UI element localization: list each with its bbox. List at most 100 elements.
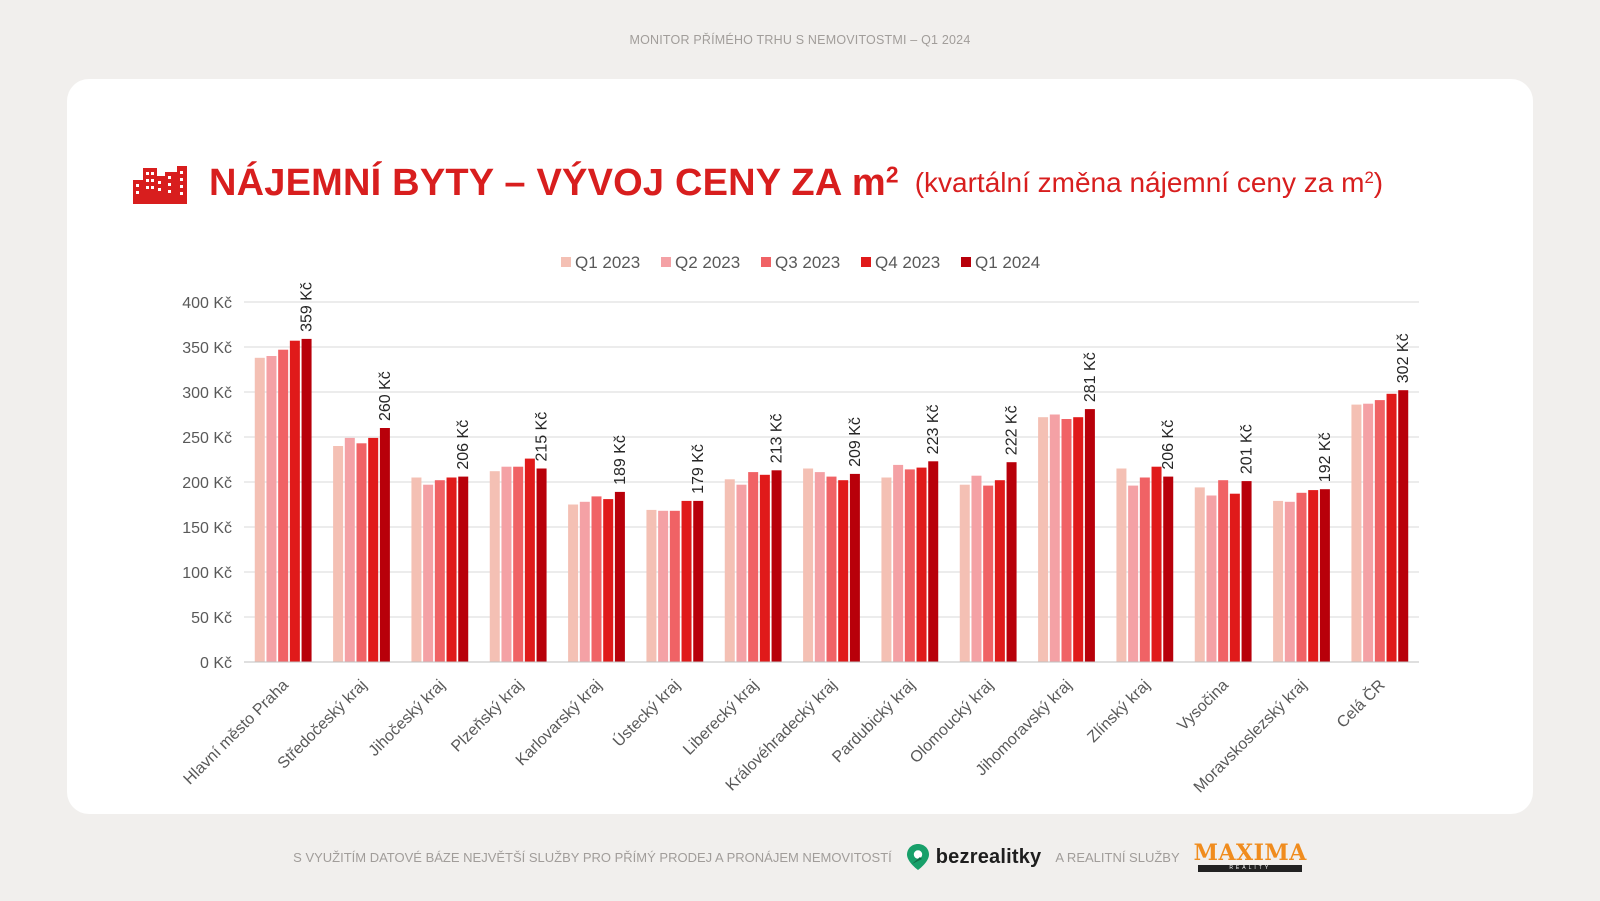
x-tick-label: Liberecký kraj (680, 677, 762, 759)
bar (759, 474, 770, 662)
bar (1049, 414, 1060, 662)
legend-label: Q4 2023 (875, 253, 940, 272)
bar (724, 479, 735, 662)
bezrealitky-name: bezrealitky (935, 845, 1042, 868)
title-row: NÁJEMNÍ BYTY – VÝVOJ CENY ZA m2 (kvartál… (133, 158, 1383, 208)
x-tick-label: Pardubický kraj (829, 677, 918, 766)
data-label: 206 Kč (1160, 420, 1177, 470)
bar (1398, 390, 1409, 662)
bar (446, 477, 457, 662)
bar (513, 466, 524, 662)
data-label: 192 Kč (1317, 432, 1334, 482)
bar (904, 469, 915, 662)
bar (1206, 495, 1217, 662)
bar (411, 477, 422, 662)
bar (1084, 409, 1095, 662)
bar (1363, 403, 1374, 662)
data-label: 179 Kč (690, 444, 707, 494)
x-tick-label: Plzeňský kraj (448, 677, 527, 756)
bar (814, 472, 825, 662)
chart-subtitle: (kvartální změna nájemní ceny za m2) (914, 167, 1384, 198)
data-label: 223 Kč (925, 404, 942, 454)
bar (803, 468, 814, 662)
bar (333, 446, 344, 662)
bar (1163, 476, 1174, 662)
y-tick-label: 300 Kč (182, 385, 232, 402)
chart-title: NÁJEMNÍ BYTY – VÝVOJ CENY ZA m2 (209, 160, 899, 204)
bar (1229, 493, 1240, 662)
bar (591, 496, 602, 662)
bar (278, 349, 289, 662)
bar (994, 480, 1005, 662)
bar (458, 476, 469, 662)
bar (1194, 487, 1205, 662)
bar (826, 476, 837, 662)
bar (1128, 485, 1139, 662)
legend-label: Q1 2023 (575, 253, 640, 272)
y-tick-label: 200 Kč (182, 475, 232, 492)
bar (1218, 480, 1229, 662)
bar (1139, 477, 1150, 662)
bar (1386, 393, 1397, 662)
bar (928, 461, 939, 662)
data-label: 222 Kč (1004, 405, 1021, 455)
x-tick-label: Zlínský kraj (1084, 677, 1153, 746)
y-tick-label: 350 Kč (182, 340, 232, 357)
y-tick-label: 150 Kč (182, 520, 232, 537)
bar (1006, 462, 1017, 662)
data-label: 213 Kč (769, 413, 786, 463)
bar (1038, 417, 1049, 662)
bar (1241, 481, 1252, 662)
data-label: 302 Kč (1395, 333, 1412, 383)
bar (983, 485, 994, 662)
data-label: 359 Kč (299, 282, 316, 332)
data-label: 281 Kč (1082, 352, 1099, 402)
bar (1308, 490, 1319, 662)
x-tick-label: Olomoucký kraj (907, 677, 997, 767)
legend-label: Q3 2023 (775, 253, 840, 272)
bar (568, 504, 579, 662)
bar (254, 357, 265, 662)
bar (1061, 419, 1072, 662)
bar (893, 464, 904, 662)
footer: S VYUŽITÍM DATOVÉ BÁZE NEJVĚTŠÍ SLUŽBY P… (0, 842, 1600, 872)
y-tick-label: 100 Kč (182, 565, 232, 582)
bar (379, 428, 390, 662)
bar (368, 437, 379, 662)
data-label: 215 Kč (534, 412, 551, 462)
footer-text-secondary: A REALITNÍ SLUŽBY (1055, 849, 1180, 865)
bar (1351, 404, 1362, 662)
data-label: 260 Kč (377, 371, 394, 421)
bar (849, 473, 860, 662)
bar (1273, 500, 1284, 662)
x-tick-label: Vysočina (1174, 677, 1232, 735)
bar (658, 510, 669, 662)
bar (501, 466, 512, 662)
bar (301, 338, 312, 662)
data-label: 206 Kč (455, 420, 472, 470)
bar (1073, 417, 1084, 662)
bar (356, 443, 367, 662)
legend-swatch (761, 257, 771, 267)
bar (489, 471, 500, 662)
bar (536, 468, 547, 662)
legend-label: Q2 2023 (675, 253, 740, 272)
legend-swatch (961, 257, 971, 267)
bar (681, 500, 692, 662)
legend-swatch (661, 257, 671, 267)
bar (1374, 400, 1385, 662)
bezrealitky-logo: bezrealitky (906, 843, 1042, 871)
bar (1151, 466, 1162, 662)
data-label: 209 Kč (847, 417, 864, 467)
bar (1319, 489, 1330, 662)
x-tick-label: Jihočeský kraj (366, 677, 449, 760)
footer-text: S VYUŽITÍM DATOVÉ BÁZE NEJVĚTŠÍ SLUŽBY P… (293, 849, 892, 865)
buildings-icon (133, 166, 187, 204)
bar (423, 484, 434, 662)
x-tick-label: Celá ČR (1332, 675, 1388, 731)
bar (971, 475, 982, 662)
legend-label: Q1 2024 (975, 253, 1040, 272)
legend-swatch (861, 257, 871, 267)
bar (524, 458, 535, 662)
